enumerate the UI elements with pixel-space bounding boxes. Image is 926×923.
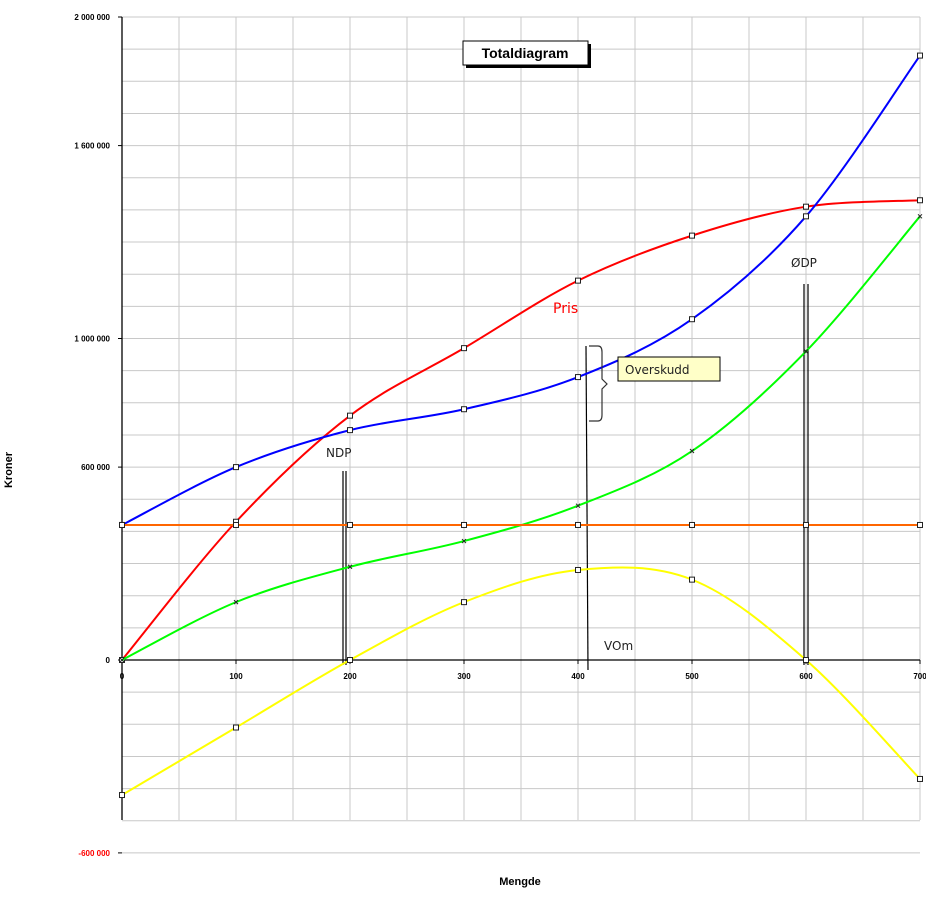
title-text: Totaldiagram bbox=[482, 45, 569, 61]
overskudd-brace bbox=[589, 345, 608, 422]
x-tick-label: 200 bbox=[343, 672, 357, 681]
tick-labels: 0 100 200 300 400 500 600 700 -600 000 0 600 000 1 … bbox=[74, 13, 926, 858]
grid bbox=[121, 16, 921, 854]
series-point-4 bbox=[575, 566, 581, 573]
series-point-0 bbox=[803, 203, 809, 210]
series-point-1 bbox=[233, 464, 239, 471]
series-point-2 bbox=[689, 448, 695, 454]
series-point-1 bbox=[689, 316, 695, 323]
overskudd-box bbox=[617, 356, 721, 382]
title-box bbox=[462, 40, 589, 66]
series-point-4 bbox=[917, 775, 923, 782]
series-point-1 bbox=[575, 374, 581, 381]
series-point-4 bbox=[461, 599, 467, 606]
x-tick-label: 700 bbox=[913, 672, 926, 681]
series-point-3 bbox=[233, 521, 239, 528]
series-point-3 bbox=[347, 521, 353, 528]
y-tick-label: 1 000 000 bbox=[74, 335, 110, 344]
series-point-2 bbox=[803, 349, 809, 354]
helper-lines bbox=[342, 284, 809, 671]
series-point-4 bbox=[689, 576, 695, 583]
series-point-1 bbox=[347, 427, 353, 434]
y-tick-label: 2 000 000 bbox=[74, 13, 110, 22]
series-point-0 bbox=[917, 197, 923, 204]
y-tick-label: -600 000 bbox=[78, 849, 110, 858]
vom-line bbox=[585, 345, 589, 671]
series-point-2 bbox=[233, 599, 239, 605]
chart-title: Totaldiagram bbox=[462, 40, 591, 68]
x-axis-title: Mengde bbox=[499, 876, 541, 888]
series-point-0 bbox=[575, 277, 581, 284]
series-point-3 bbox=[119, 521, 125, 528]
series-point-4 bbox=[347, 657, 353, 663]
series-point-1 bbox=[917, 52, 923, 59]
series-point-0 bbox=[461, 345, 467, 352]
x-tick-label: 100 bbox=[229, 672, 243, 681]
overskudd-callout: Overskudd bbox=[589, 345, 721, 422]
series-point-3 bbox=[689, 521, 695, 528]
series-point-4 bbox=[233, 724, 239, 731]
x-tick-label: 400 bbox=[571, 672, 585, 681]
y-tick-label: 600 000 bbox=[81, 463, 110, 472]
y-axis-title: Kroner bbox=[3, 451, 15, 488]
annotation-ndp: NDP bbox=[326, 446, 351, 460]
annotation-vom: VOm bbox=[604, 639, 633, 653]
y-tick-label: 0 bbox=[106, 656, 111, 665]
series-point-4 bbox=[803, 657, 809, 663]
x-tick-label: 300 bbox=[457, 672, 471, 681]
series-point-2 bbox=[119, 657, 125, 663]
series-point-1 bbox=[803, 213, 809, 220]
series-point-0 bbox=[347, 412, 353, 419]
x-tick-label: 0 bbox=[120, 672, 125, 681]
series-point-3 bbox=[575, 521, 581, 528]
series-point-2 bbox=[917, 213, 923, 219]
x-tick-label: 600 bbox=[799, 672, 813, 681]
series-point-3 bbox=[803, 521, 809, 528]
y-tick-label: 1 600 000 bbox=[74, 142, 110, 151]
annotation-overskudd: Overskudd bbox=[625, 363, 690, 377]
series-point-3 bbox=[917, 521, 923, 528]
series-point-3 bbox=[461, 521, 467, 528]
series-point-2 bbox=[347, 564, 353, 570]
series-group bbox=[119, 52, 923, 799]
annotation-pris: Pris bbox=[553, 301, 578, 317]
series-point-0 bbox=[689, 232, 695, 239]
series-point-2 bbox=[575, 503, 581, 509]
series-point-2 bbox=[461, 538, 467, 544]
series-point-4 bbox=[119, 792, 125, 799]
x-tick-label: 500 bbox=[685, 672, 699, 681]
series-point-1 bbox=[461, 406, 467, 413]
annotation-odp: ØDP bbox=[791, 256, 817, 270]
